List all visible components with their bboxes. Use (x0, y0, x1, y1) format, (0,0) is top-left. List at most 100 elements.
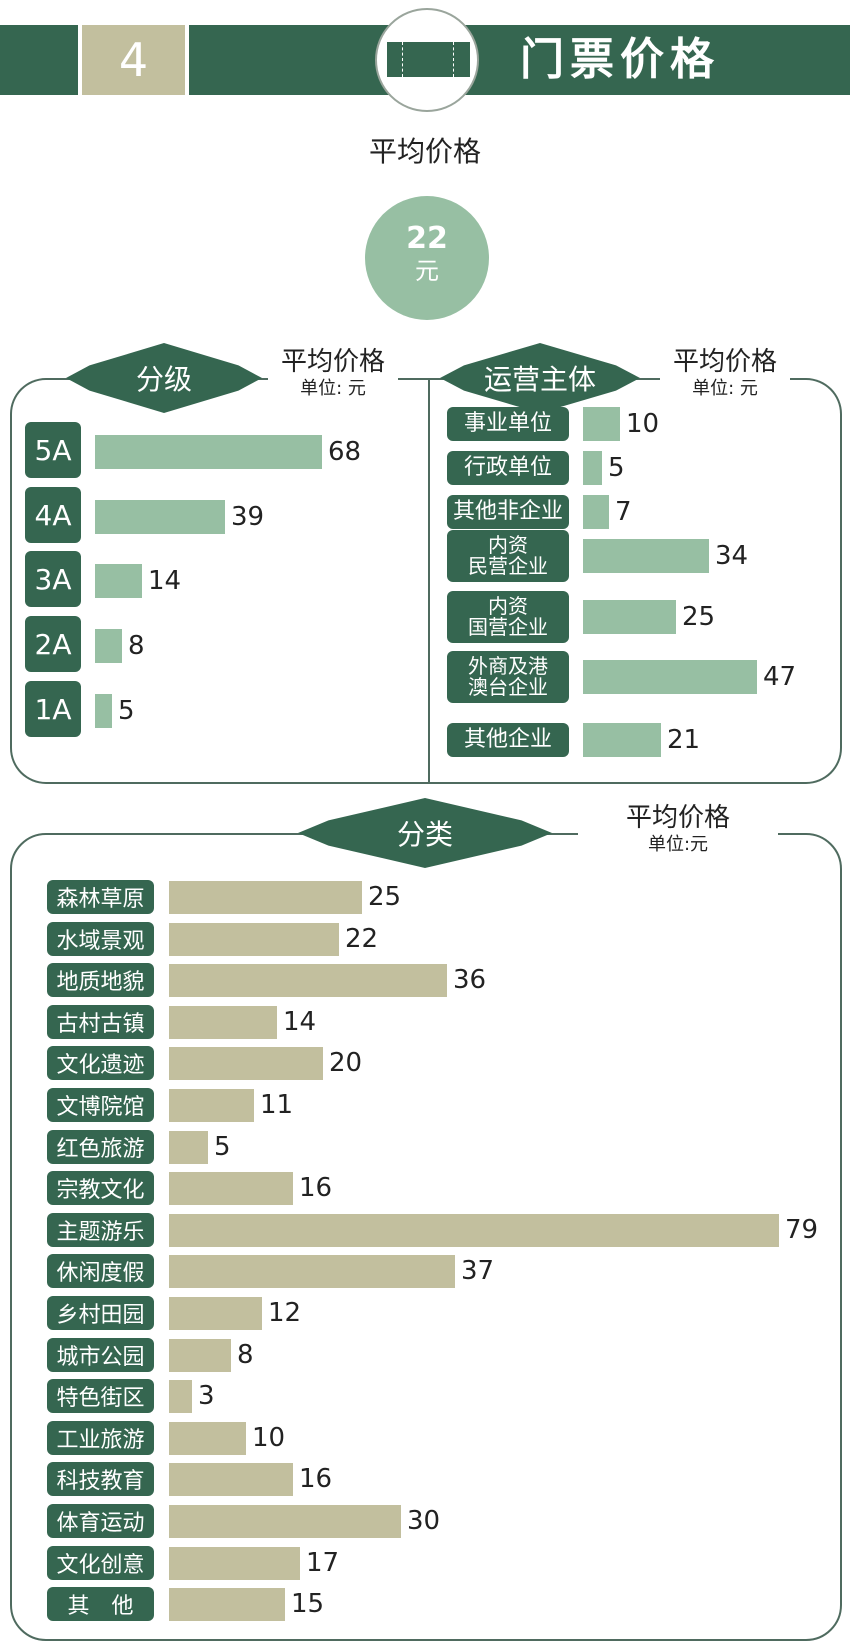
bar (169, 881, 362, 914)
label-line: 外商及港 (468, 654, 548, 678)
bar-value: 47 (763, 662, 797, 692)
average-price-badge: 22 元 (365, 196, 489, 320)
bar-value: 79 (785, 1214, 819, 1245)
bar (583, 539, 709, 573)
bar (169, 1130, 208, 1164)
band-divider (185, 25, 189, 95)
label-line: 其他企业 (463, 727, 552, 752)
bar (169, 1546, 300, 1580)
operator-label: 行政单位 (447, 451, 569, 485)
bar (169, 1047, 323, 1081)
operator-label: 事业单位 (447, 407, 569, 441)
bar (583, 723, 661, 757)
grade-label: 2A (25, 616, 81, 672)
bar-value: 14 (283, 1006, 317, 1037)
bar-value: 21 (667, 725, 701, 755)
category-label: 体育运动 (47, 1504, 154, 1538)
bar (169, 1505, 401, 1538)
bar-value: 5 (118, 696, 135, 726)
bar (169, 922, 339, 956)
category-label: 其 他 (47, 1587, 154, 1622)
unit-label: 单位:元 (647, 834, 709, 855)
operator-label: 其他非企业 (447, 495, 569, 529)
category-label: 特色街区 (47, 1379, 154, 1414)
bar (95, 564, 142, 598)
label-line: 内资 (488, 533, 528, 557)
operator-label: 内资 国营企业 (447, 591, 569, 643)
metric-label: 平均价格 (672, 347, 777, 377)
category-label: 文化遗迹 (47, 1046, 154, 1081)
bar-value: 16 (299, 1173, 333, 1204)
bar-value: 25 (682, 602, 716, 632)
bar-value: 12 (268, 1298, 302, 1328)
bar (583, 495, 609, 529)
bar (169, 1172, 293, 1206)
bar (169, 1588, 285, 1622)
label-line: 民营企业 (468, 554, 548, 578)
bar (95, 694, 112, 728)
bar (169, 1297, 262, 1330)
bar-value: 8 (237, 1339, 254, 1370)
label-line: 行政单位 (463, 455, 552, 480)
bar-value: 22 (345, 923, 379, 954)
bar (169, 1005, 277, 1039)
bar (169, 1421, 246, 1455)
bar-value: 17 (306, 1547, 340, 1578)
bar-value: 39 (231, 502, 265, 532)
bar (169, 1089, 254, 1122)
bar-value: 3 (198, 1381, 215, 1412)
bar (169, 1255, 455, 1289)
category-label: 水域景观 (47, 921, 154, 956)
grade-label: 4A (25, 487, 81, 543)
bar (583, 600, 676, 634)
bar-value: 10 (252, 1422, 286, 1453)
bar (95, 629, 122, 663)
category-panel-metric: 平均价格 单位:元 (578, 802, 778, 856)
average-price-value: 22 (406, 221, 448, 256)
bar (95, 435, 322, 469)
section-number: 4 (82, 25, 185, 95)
panel-divider (428, 378, 430, 784)
unit-label: 单位: 元 (692, 378, 758, 399)
bar-value: 14 (148, 566, 182, 596)
band-divider (78, 25, 82, 95)
bar-value: 20 (329, 1048, 363, 1079)
unit-label: 单位: 元 (300, 378, 366, 399)
bar-value: 16 (299, 1464, 333, 1495)
bar-value: 68 (328, 437, 362, 467)
bar (583, 407, 620, 441)
category-label: 工业旅游 (47, 1420, 154, 1455)
operator-panel-metric: 平均价格 单位: 元 (660, 346, 790, 400)
label-line: 澳台企业 (468, 675, 548, 699)
category-label: 科技教育 (47, 1462, 154, 1497)
bar-value: 30 (407, 1506, 441, 1536)
bar (169, 1213, 779, 1247)
category-label: 主题游乐 (47, 1212, 154, 1247)
category-label: 宗教文化 (47, 1171, 154, 1206)
grade-label: 3A (25, 551, 81, 607)
bar-value: 5 (214, 1131, 231, 1162)
bar (95, 500, 225, 534)
bar-value: 5 (608, 453, 625, 483)
bar (169, 1338, 231, 1372)
bar (583, 660, 757, 694)
bar-value: 25 (368, 882, 402, 912)
average-price-label: 平均价格 (368, 135, 481, 168)
operator-label: 外商及港 澳台企业 (447, 651, 569, 703)
bar-value: 37 (461, 1256, 495, 1287)
category-label: 城市公园 (47, 1337, 154, 1372)
category-label: 休闲度假 (47, 1254, 154, 1289)
category-label: 地质地貌 (47, 963, 154, 998)
bar (169, 964, 447, 998)
bar-value: 8 (128, 631, 145, 661)
category-label: 红色旅游 (47, 1129, 154, 1164)
bar-value: 11 (260, 1090, 294, 1120)
bar-value: 10 (626, 409, 660, 439)
bar-value: 7 (615, 497, 632, 527)
category-label: 文化创意 (47, 1545, 154, 1580)
bar-value: 15 (291, 1589, 325, 1620)
label-line: 国营企业 (468, 615, 548, 639)
label-line: 内资 (488, 594, 528, 618)
metric-label: 平均价格 (280, 347, 385, 377)
metric-label: 平均价格 (625, 803, 730, 833)
